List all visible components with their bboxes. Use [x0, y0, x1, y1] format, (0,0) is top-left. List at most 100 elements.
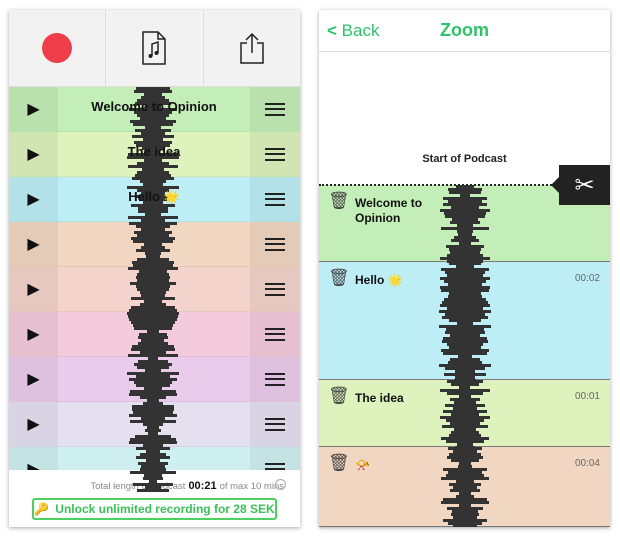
trash-icon[interactable]: 🗑 — [328, 453, 350, 472]
waveform-bar — [135, 102, 171, 105]
waveform-bar — [138, 462, 168, 465]
waveform-bar — [135, 144, 171, 147]
waveform-bar — [457, 224, 473, 227]
waveform-bar — [457, 465, 473, 468]
waveform-bar — [449, 422, 481, 425]
reorder-handle[interactable] — [250, 357, 300, 401]
reorder-handle[interactable] — [250, 267, 300, 311]
trash-icon[interactable]: 🗑 — [328, 386, 350, 405]
waveform-bar — [447, 456, 483, 459]
recording-row[interactable]: ▶ — [9, 312, 300, 357]
recording-row[interactable]: ▶ — [9, 447, 300, 492]
play-button[interactable]: ▶ — [9, 267, 58, 311]
waveform-bar — [444, 367, 486, 370]
waveform-bar — [440, 349, 490, 352]
waveform-bar — [453, 407, 477, 410]
waveform-bar — [443, 212, 487, 215]
recording-row[interactable]: ▶ — [9, 357, 300, 402]
waveform-bar — [455, 495, 475, 498]
play-button[interactable]: ▶ — [9, 177, 58, 221]
play-button[interactable]: ▶ — [9, 222, 58, 266]
recording-row[interactable]: ▶ — [9, 222, 300, 267]
waveform-bar — [127, 312, 179, 315]
waveform-bar — [136, 375, 170, 378]
reorder-handle[interactable] — [250, 177, 300, 221]
waveform-bar — [447, 274, 483, 277]
waveform-bar — [444, 373, 486, 376]
segment-row[interactable]: 🗑 Hello 🌟 00:02 — [319, 262, 610, 382]
waveform-bar — [132, 123, 174, 126]
waveform-bar — [447, 295, 483, 298]
total-length: Total length of podcast 00:21 of max 10 mi… — [9, 480, 284, 492]
waveform-bar — [142, 183, 164, 186]
waveform-bar — [459, 242, 471, 245]
record-button[interactable] — [9, 10, 107, 86]
waveform-bar — [130, 390, 176, 393]
waveform-bar — [140, 219, 166, 222]
waveform-bar — [453, 486, 477, 489]
play-button[interactable]: ▶ — [9, 357, 58, 401]
waveform-bar — [134, 141, 172, 144]
waveform-bar — [446, 328, 484, 331]
waveform-bar — [138, 207, 168, 210]
recording-row[interactable]: ▶ — [9, 402, 300, 447]
reorder-handle[interactable] — [250, 87, 300, 131]
reorder-handle[interactable] — [250, 222, 300, 266]
recording-row[interactable]: ▶ The idea — [9, 132, 300, 177]
scissors-icon: ✂ — [574, 171, 595, 199]
waveform — [9, 312, 300, 357]
recording-row[interactable]: ▶ Welcome to Opinion — [9, 87, 300, 132]
waveform-bar — [132, 324, 174, 327]
unlock-button[interactable]: 🔑 Unlock unlimited recording for 28 SEK — [32, 498, 277, 520]
waveform-bar — [130, 306, 176, 309]
waveform-bar — [145, 213, 161, 216]
waveform-bar — [448, 248, 482, 251]
waveform — [9, 87, 300, 132]
waveform-bar — [138, 270, 167, 273]
waveform-bar — [135, 87, 171, 90]
trash-icon[interactable]: 🗑 — [328, 268, 350, 287]
reorder-handle[interactable] — [250, 312, 300, 356]
waveform-bar — [443, 410, 487, 413]
waveform-bar — [143, 387, 163, 390]
play-button[interactable]: ▶ — [9, 402, 58, 446]
nav-bar: < Back Zoom — [319, 10, 610, 52]
waveform-bar — [456, 480, 474, 483]
waveform-bar — [139, 468, 167, 471]
reorder-handle[interactable] — [250, 402, 300, 446]
recording-row[interactable]: ▶ — [9, 267, 300, 312]
waveform-bar — [444, 215, 486, 218]
waveform-bar — [131, 348, 175, 351]
play-button[interactable]: ▶ — [9, 87, 58, 131]
segment-row[interactable]: 🗑 📯 00:04 — [319, 447, 610, 527]
play-button[interactable]: ▶ — [9, 132, 58, 176]
back-button[interactable]: < Back — [327, 21, 379, 41]
waveform-bar — [450, 206, 480, 209]
waveform-bar — [132, 411, 174, 414]
waveform-bar — [130, 204, 176, 207]
waveform-bar — [133, 381, 173, 384]
share-button[interactable] — [204, 10, 300, 86]
trash-icon[interactable]: 🗑 — [328, 191, 350, 210]
scissors-button[interactable]: ✂ — [551, 165, 610, 205]
back-label: Back — [341, 21, 380, 40]
waveform-bar — [446, 507, 484, 510]
document-button[interactable] — [106, 10, 204, 86]
segment-row[interactable]: 🗑 Welcome to Opinion — [319, 185, 610, 263]
waveform-bar — [131, 297, 175, 300]
recording-row[interactable]: ▶ Hello 🌟 — [9, 177, 300, 222]
segment-duration: 00:01 — [574, 391, 600, 402]
waveform-bar — [448, 319, 482, 322]
play-button[interactable]: ▶ — [9, 312, 58, 356]
waveform-bar — [145, 126, 161, 129]
waveform-bar — [444, 271, 486, 274]
reorder-handle[interactable] — [250, 132, 300, 176]
waveform-bar — [146, 450, 160, 453]
total-suffix: of max 10 mins — [219, 481, 284, 492]
waveform-bar — [139, 180, 167, 183]
footer: Total length of podcast 00:21 of max 10 mi… — [9, 470, 300, 527]
segment-row[interactable]: 🗑 The idea 00:01 — [319, 380, 610, 449]
waveform-bar — [135, 276, 171, 279]
cut-line — [319, 184, 559, 186]
waveform-bar — [127, 186, 179, 189]
